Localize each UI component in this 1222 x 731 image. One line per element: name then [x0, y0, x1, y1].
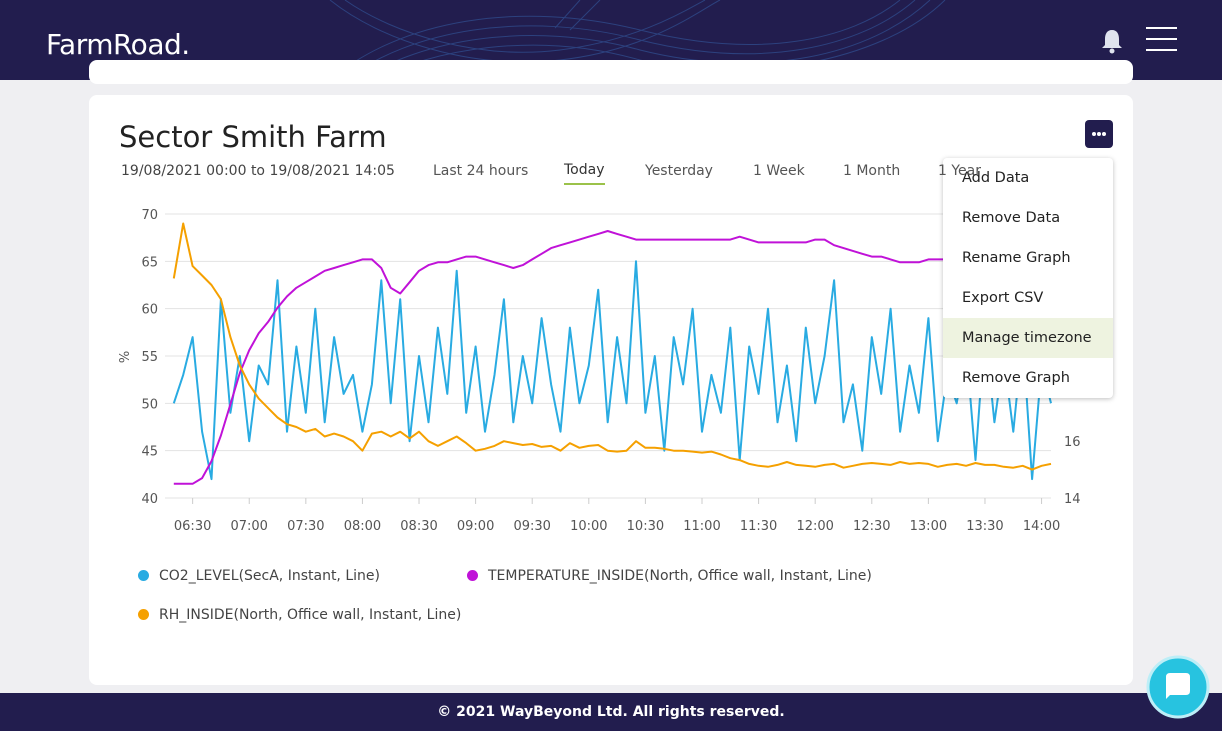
x-tick-label: 12:00 [796, 519, 833, 534]
x-tick-label: 07:30 [287, 519, 324, 534]
chat-button[interactable] [1146, 655, 1210, 719]
y-tick-label: 60 [141, 303, 158, 318]
menu-button[interactable] [1085, 120, 1113, 148]
time-range-tab[interactable]: Yesterday [645, 163, 713, 179]
x-tick-label: 08:00 [344, 519, 381, 534]
x-tick-label: 11:00 [683, 519, 720, 534]
menu-item[interactable]: Export CSV [962, 290, 1044, 306]
series-line [172, 222, 1052, 471]
time-range-tab[interactable]: 1 Month [843, 163, 901, 179]
footer: © 2021 WayBeyond Ltd. All rights reserve… [0, 693, 1222, 731]
legend-item[interactable]: TEMPERATURE_INSIDE(North, Office wall, I… [467, 568, 872, 584]
x-tick-label: 10:30 [627, 519, 664, 534]
legend-swatch [138, 609, 149, 620]
previous-card [89, 60, 1133, 84]
x-tick-label: 10:00 [570, 519, 607, 534]
x-tick-label: 09:30 [513, 519, 550, 534]
legend-label: TEMPERATURE_INSIDE(North, Office wall, I… [488, 568, 872, 584]
date-range: 19/08/2021 00:00 to 19/08/2021 14:05 [121, 163, 395, 179]
x-tick-label: 08:30 [400, 519, 437, 534]
series-line [173, 230, 1051, 485]
y-tick-label: 50 [141, 397, 158, 412]
y-tick-label: 70 [141, 208, 158, 223]
x-tick-label: 14:00 [1023, 519, 1060, 534]
time-range-tab[interactable]: Today [564, 162, 605, 185]
menu-item[interactable]: Rename Graph [962, 250, 1071, 266]
x-tick-label: 11:30 [740, 519, 777, 534]
legend-swatch [467, 570, 478, 581]
menu-item[interactable]: Manage timezone [943, 318, 1113, 358]
hamburger-menu[interactable] [1146, 26, 1178, 52]
y2-tick-label: 14 [1064, 492, 1081, 507]
legend-label: RH_INSIDE(North, Office wall, Instant, L… [159, 607, 462, 623]
legend-item[interactable]: RH_INSIDE(North, Office wall, Instant, L… [138, 607, 461, 623]
time-range-tab[interactable]: Last 24 hours [433, 163, 529, 179]
x-tick-label: 06:30 [174, 519, 211, 534]
x-tick-label: 13:30 [966, 519, 1003, 534]
legend-swatch [138, 570, 149, 581]
y-axis-label: % [118, 351, 133, 363]
notification-bell[interactable] [1100, 28, 1124, 54]
y-tick-label: 40 [141, 492, 158, 507]
menu-item[interactable]: Remove Graph [962, 370, 1070, 386]
graph-title: Sector Smith Farm [119, 120, 387, 154]
x-tick-label: 07:00 [230, 519, 267, 534]
y2-tick-label: 16 [1064, 435, 1081, 450]
x-tick-label: 12:30 [853, 519, 890, 534]
time-range-tab[interactable]: 1 Year [938, 163, 981, 179]
y-tick-label: 45 [141, 445, 158, 460]
y-tick-label: 65 [141, 255, 158, 270]
menu-dots [1092, 132, 1106, 136]
menu-item[interactable]: Add Data [962, 170, 1030, 186]
legend-item[interactable]: CO2_LEVEL(SecA, Instant, Line) [138, 568, 380, 584]
y-tick-label: 55 [141, 350, 158, 365]
series-line [172, 260, 1052, 481]
x-tick-label: 09:00 [457, 519, 494, 534]
x-tick-label: 13:00 [910, 519, 947, 534]
dropdown-menu: Add Data Remove Data Rename Graph Export CS… [943, 158, 1113, 398]
time-range-tab[interactable]: 1 Week [753, 163, 805, 179]
logo[interactable]: FarmRoad. [46, 28, 190, 61]
legend-label: CO2_LEVEL(SecA, Instant, Line) [159, 568, 380, 584]
menu-item[interactable]: Remove Data [962, 210, 1061, 226]
